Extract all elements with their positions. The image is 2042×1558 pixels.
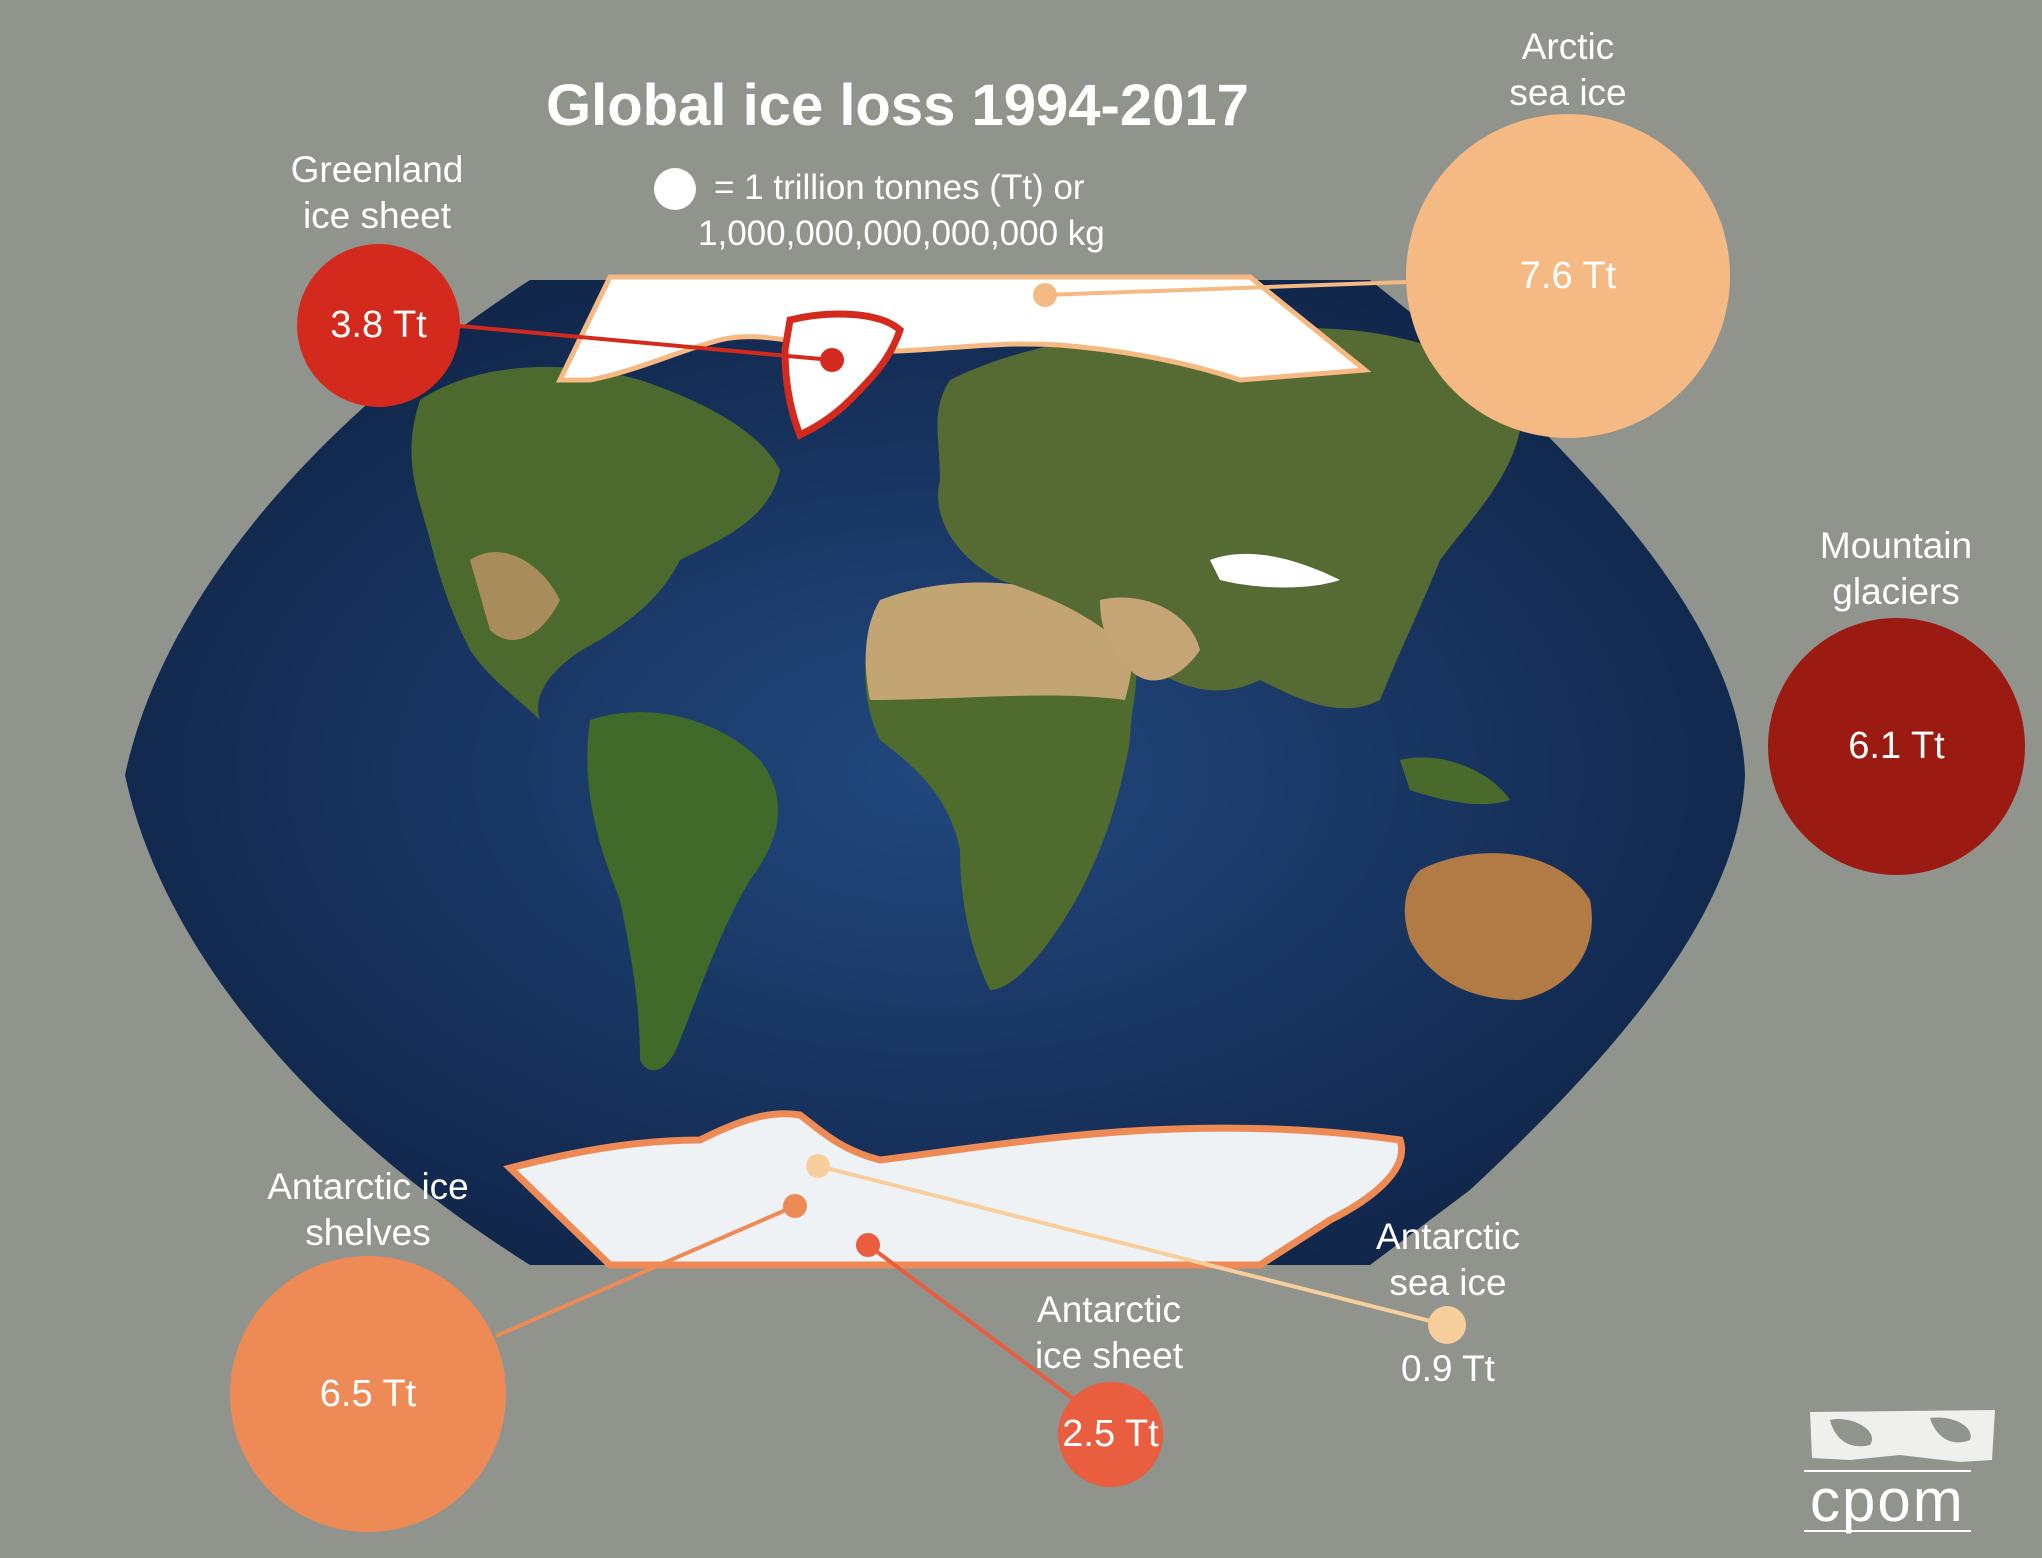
greenland-marker [820,348,844,372]
ant-sea-leader-line [817,1164,1447,1327]
chart-title: Global ice loss 1994-2017 [546,73,1249,138]
australia-landmass [1404,853,1592,1000]
middle-east-arid [1100,597,1200,681]
ant-sea-label: Antarctic sea ice [1376,1216,1520,1303]
ant-shelves-leader-line [495,1204,796,1338]
legend-white-dot [654,168,696,210]
mountain-glaciers-label: Mountain glaciers [1819,525,1973,612]
greenland-ice-sheet-outline [781,310,905,440]
eurasia-landmass [937,326,1520,709]
southeast-asia [1400,757,1510,805]
south-america-landmass [587,712,779,1071]
ant-sheet-marker [856,1233,880,1257]
greenland-leader-line [459,324,833,362]
mountain-glaciers-bubble: 6.1 Tt [1768,618,2025,875]
greenland-bubble: 3.8 Tt [297,244,460,407]
ant-sheet-bubble: 2.5 Tt [1058,1382,1163,1487]
arctic-sea-marker [1033,283,1057,307]
arctic-sea-leader-line [1044,280,1407,297]
ant-sea-marker [806,1154,830,1178]
greenland-label: Greenland ice sheet [290,149,464,236]
arctic-sea-bubble: 7.6 Tt [1406,114,1730,438]
arctic-sea-label: Arctic sea ice [1509,26,1627,113]
north-america-arid [470,552,560,640]
ant-sea-value: 0.9 Tt [1401,1348,1495,1389]
cpom-logo-graphic [1810,1410,1995,1462]
himalaya-snow [1210,553,1340,588]
ant-sheet-label: Antarctic ice sheet [1034,1289,1184,1376]
cpom-logo-text: cpom [1804,1470,1971,1532]
ant-sea-bubble [1428,1306,1466,1344]
sahara-desert [865,582,1132,700]
ant-shelves-marker [783,1194,807,1218]
legend-line-2: 1,000,000,000,000,000 kg [698,214,1105,253]
legend-line-1: = 1 trillion tonnes (Tt) or [714,168,1085,207]
ant-sheet-leader-line [866,1243,1082,1406]
antarctica-region [503,1110,1405,1269]
ant-shelves-bubble: 6.5 Tt [230,1256,506,1532]
ant-shelves-label: Antarctic ice shelves [267,1166,469,1253]
